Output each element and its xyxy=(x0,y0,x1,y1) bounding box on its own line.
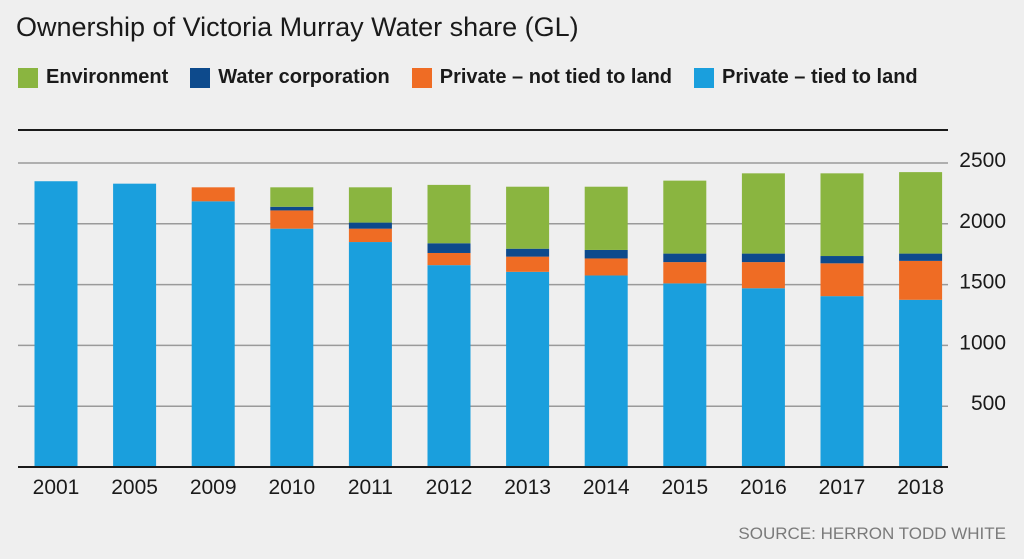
legend-label: Water corporation xyxy=(218,66,390,88)
bar-2016-private-not-tied-to-land xyxy=(741,262,785,289)
legend-label: Environment xyxy=(46,66,169,88)
bar-2010-private-tied-to-land xyxy=(270,228,314,467)
legend-swatch xyxy=(694,67,715,88)
x-tick-label: 2016 xyxy=(740,476,787,499)
bar-2015-private-tied-to-land xyxy=(663,283,707,467)
bar-2010-water-corporation xyxy=(270,206,314,211)
bar-2018-private-tied-to-land xyxy=(899,299,943,467)
bar-2013-private-tied-to-land xyxy=(506,271,550,467)
x-tick-label: 2012 xyxy=(426,476,473,499)
x-tick-label: 2017 xyxy=(819,476,866,499)
y-tick-label: 1500 xyxy=(959,271,1006,294)
x-tick-label: 2011 xyxy=(348,476,393,499)
x-tick-label: 2001 xyxy=(33,476,80,499)
bar-2017-private-not-tied-to-land xyxy=(820,263,864,297)
bar-2018-private-not-tied-to-land xyxy=(899,260,943,300)
bar-2017-water-corporation xyxy=(820,256,864,264)
bar-2014-private-not-tied-to-land xyxy=(584,258,628,276)
bar-2012-water-corporation xyxy=(427,243,471,253)
bar-2005-private-tied-to-land xyxy=(113,183,157,467)
bar-2013-water-corporation xyxy=(506,248,550,257)
bar-2011-private-tied-to-land xyxy=(348,242,392,467)
y-tick-label: 2500 xyxy=(959,149,1006,172)
x-tick-label: 2014 xyxy=(583,476,630,499)
bar-2018-water-corporation xyxy=(899,253,943,261)
bar-2010-environment xyxy=(270,187,314,207)
bar-2009-private-tied-to-land xyxy=(191,201,235,467)
x-tick-label: 2018 xyxy=(897,476,944,499)
bar-2012-private-tied-to-land xyxy=(427,265,471,467)
bar-2001-private-tied-to-land xyxy=(34,181,78,468)
legend-label: Private – tied to land xyxy=(722,66,918,88)
x-tick-label: 2015 xyxy=(661,476,708,499)
legend-item-private-not-tied-to-land: Private – not tied to land xyxy=(411,66,673,89)
x-tick-label: 2010 xyxy=(268,476,315,499)
bar-2011-private-not-tied-to-land xyxy=(348,228,392,243)
bar-2015-private-not-tied-to-land xyxy=(663,262,707,284)
x-tick-label: 2009 xyxy=(190,476,237,499)
bar-2014-private-tied-to-land xyxy=(584,275,628,467)
bar-2015-environment xyxy=(663,180,707,254)
x-tick-label: 2005 xyxy=(111,476,158,499)
bar-2016-water-corporation xyxy=(741,253,785,263)
bar-2014-environment xyxy=(584,186,628,250)
bar-2017-environment xyxy=(820,173,864,257)
bar-2018-environment xyxy=(899,172,943,254)
bar-2017-private-tied-to-land xyxy=(820,296,864,467)
legend-swatch xyxy=(190,67,211,88)
bar-2011-water-corporation xyxy=(348,222,392,229)
y-tick-label: 1000 xyxy=(959,331,1006,354)
legend-item-environment: Environment xyxy=(18,66,168,89)
legend-item-private-tied-to-land: Private – tied to land xyxy=(694,66,918,89)
bar-2015-water-corporation xyxy=(663,253,707,263)
legend-swatch xyxy=(18,67,38,88)
legend-item-water-corporation: Water corporation xyxy=(190,66,390,89)
bar-2010-private-not-tied-to-land xyxy=(270,210,314,229)
legend-label: Private – not tied to land xyxy=(439,66,673,88)
bar-2012-private-not-tied-to-land xyxy=(427,252,471,266)
y-tick-label: 2000 xyxy=(959,210,1006,233)
y-tick-label: 500 xyxy=(971,392,1006,415)
chart-title: Ownership of Victoria Murray Water share… xyxy=(16,12,579,42)
bar-2011-environment xyxy=(348,187,392,223)
bar-2014-water-corporation xyxy=(584,249,628,259)
legend: Environment Water corporation Private – no… xyxy=(18,66,918,89)
bar-2016-environment xyxy=(741,173,785,254)
bar-2009-private-not-tied-to-land xyxy=(191,187,235,202)
x-tick-label: 2013 xyxy=(504,476,551,499)
bar-2016-private-tied-to-land xyxy=(741,288,785,467)
bar-2013-environment xyxy=(506,186,550,249)
legend-swatch xyxy=(411,67,432,88)
source-note: SOURCE: HERRON TODD WHITE xyxy=(738,524,1006,543)
bar-2013-private-not-tied-to-land xyxy=(506,256,550,272)
bar-2012-environment xyxy=(427,184,471,244)
